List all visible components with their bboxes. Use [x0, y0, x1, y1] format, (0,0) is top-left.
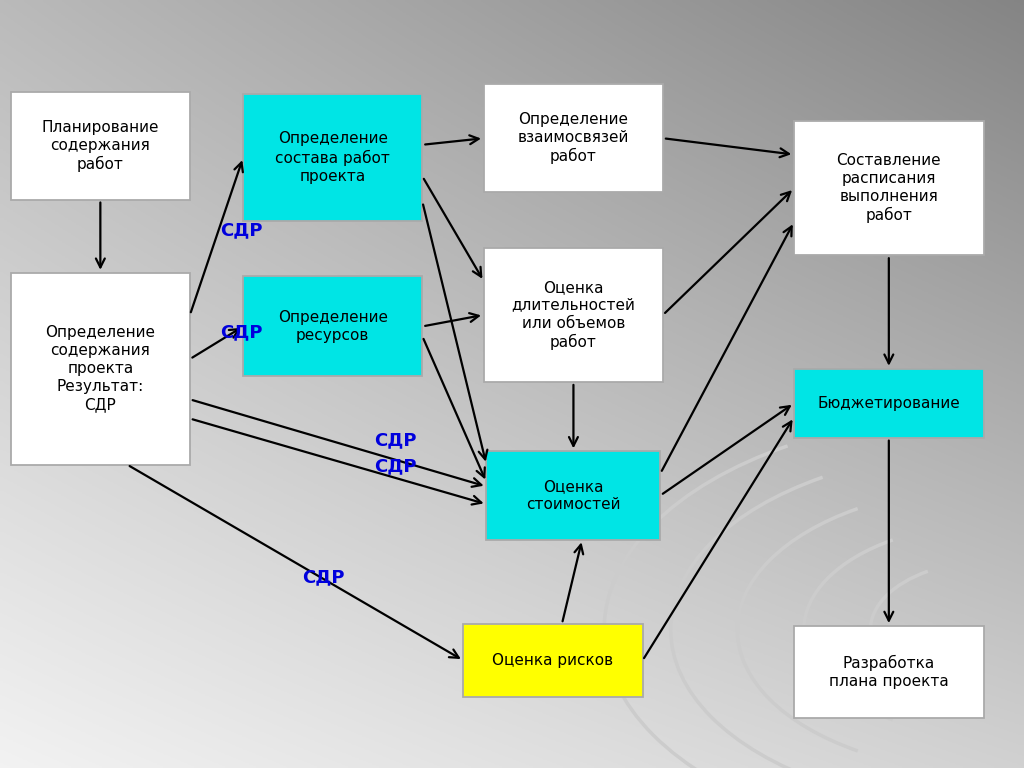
FancyBboxPatch shape [244, 276, 422, 376]
Text: СДР: СДР [302, 568, 345, 587]
FancyBboxPatch shape [11, 273, 190, 465]
FancyBboxPatch shape [484, 84, 664, 192]
FancyBboxPatch shape [244, 94, 422, 221]
FancyBboxPatch shape [486, 452, 660, 539]
Text: СДР: СДР [374, 431, 417, 449]
FancyBboxPatch shape [795, 121, 983, 255]
Text: Разработка
плана проекта: Разработка плана проекта [829, 655, 948, 689]
Text: Оценка рисков: Оценка рисков [493, 653, 613, 668]
FancyBboxPatch shape [11, 92, 190, 200]
Text: Оценка
стоимостей: Оценка стоимостей [526, 479, 621, 511]
Text: Планирование
содержания
работ: Планирование содержания работ [42, 120, 159, 172]
Text: СДР: СДР [220, 221, 263, 240]
Text: Определение
ресурсов: Определение ресурсов [278, 310, 388, 343]
Text: Составление
расписания
выполнения
работ: Составление расписания выполнения работ [837, 153, 941, 223]
Text: Определение
взаимосвязей
работ: Определение взаимосвязей работ [518, 112, 629, 164]
FancyBboxPatch shape [795, 369, 983, 438]
Text: Определение
содержания
проекта
Результат:
СДР: Определение содержания проекта Результат… [45, 325, 156, 412]
FancyBboxPatch shape [484, 248, 664, 382]
FancyBboxPatch shape [795, 626, 983, 718]
Text: Определение
состава работ
проекта: Определение состава работ проекта [275, 131, 390, 184]
Text: СДР: СДР [374, 457, 417, 475]
Text: Оценка
длительностей
или объемов
работ: Оценка длительностей или объемов работ [512, 280, 635, 350]
Text: Бюджетирование: Бюджетирование [817, 396, 961, 411]
FancyBboxPatch shape [463, 624, 643, 697]
Text: СДР: СДР [220, 323, 263, 342]
